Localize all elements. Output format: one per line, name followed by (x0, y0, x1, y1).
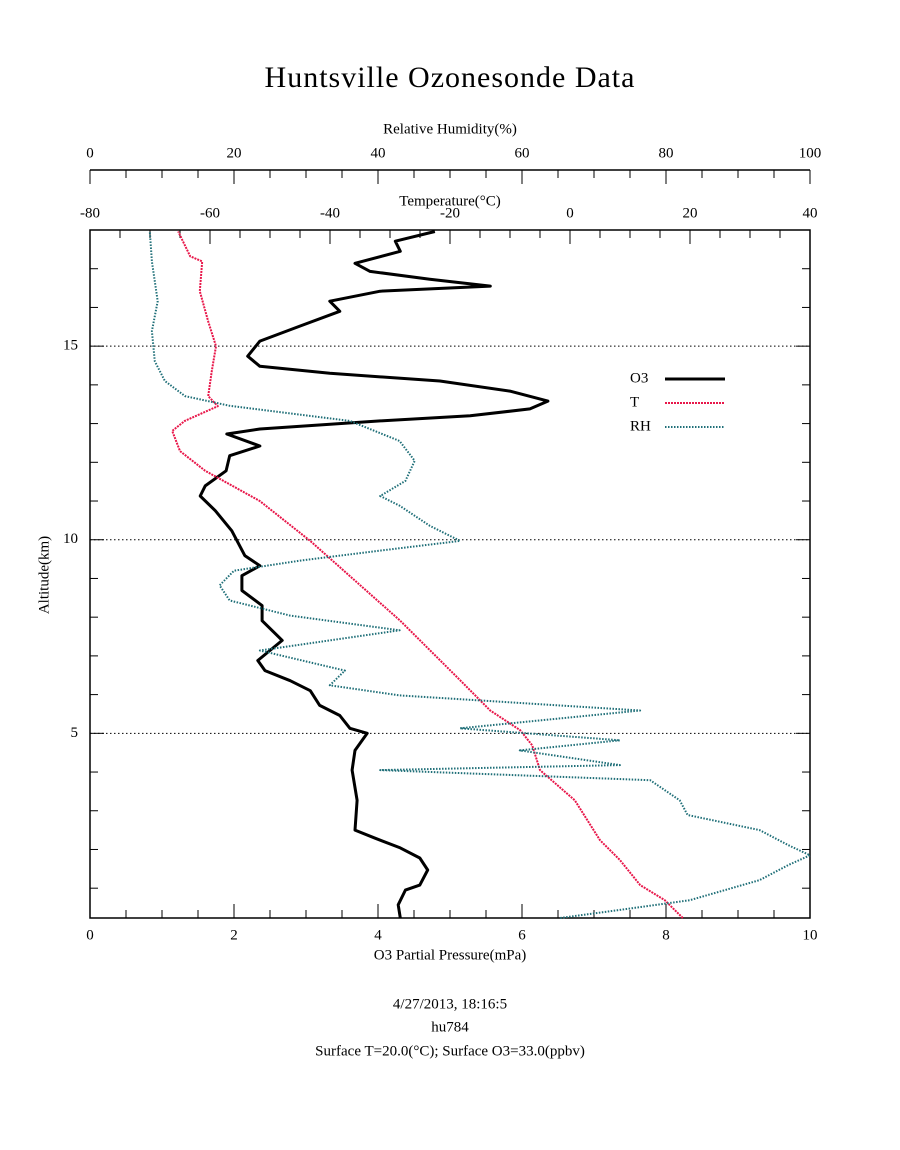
x-tick-label: 80 (659, 145, 674, 161)
x-tick-label: 6 (518, 927, 526, 943)
y-tick-label: 5 (71, 725, 79, 741)
profile-line (148, 231, 811, 919)
legend-label: T (630, 394, 639, 410)
footer-surface: Surface T=20.0(°C); Surface O3=33.0(ppbv… (315, 1043, 585, 1059)
x-tick-label: 0 (86, 927, 94, 943)
y-tick-label: 10 (63, 531, 78, 547)
x-tick-label: 100 (799, 145, 822, 161)
x-tick-label: 8 (662, 927, 670, 943)
x-tick-label: 0 (566, 205, 574, 221)
footer-id: hu784 (431, 1019, 469, 1035)
x-tick-label: 4 (374, 927, 382, 943)
x-tick-label: 2 (230, 927, 238, 943)
legend-label: O3 (630, 370, 648, 386)
y-axis-label: Altitude(km) (36, 536, 52, 614)
profile-line (171, 231, 684, 919)
x-tick-label: 10 (803, 927, 818, 943)
x-tick-label: -80 (80, 205, 100, 221)
x-tick-label: 40 (371, 145, 386, 161)
x-tick-label: -20 (440, 205, 460, 221)
x-tick-label: 0 (86, 145, 94, 161)
x-tick-label: -60 (200, 205, 220, 221)
x-axis-label: Temperature(°C) (399, 193, 501, 209)
x-tick-label: 20 (227, 145, 242, 161)
x-tick-label: 60 (515, 145, 530, 161)
profile-line (198, 230, 550, 919)
footer-date: 4/27/2013, 18:16:5 (393, 996, 507, 1012)
legend-label: RH (630, 418, 651, 434)
x-axis-label: Relative Humidity(%) (383, 121, 517, 137)
y-tick-label: 15 (63, 338, 78, 354)
x-tick-label: 40 (803, 205, 818, 221)
x-tick-label: 20 (683, 205, 698, 221)
x-axis-label: O3 Partial Pressure(mPa) (374, 947, 526, 963)
x-tick-label: -40 (320, 205, 340, 221)
plot-frame (89, 229, 811, 919)
chart-title: Huntsville Ozonesonde Data (265, 61, 636, 94)
